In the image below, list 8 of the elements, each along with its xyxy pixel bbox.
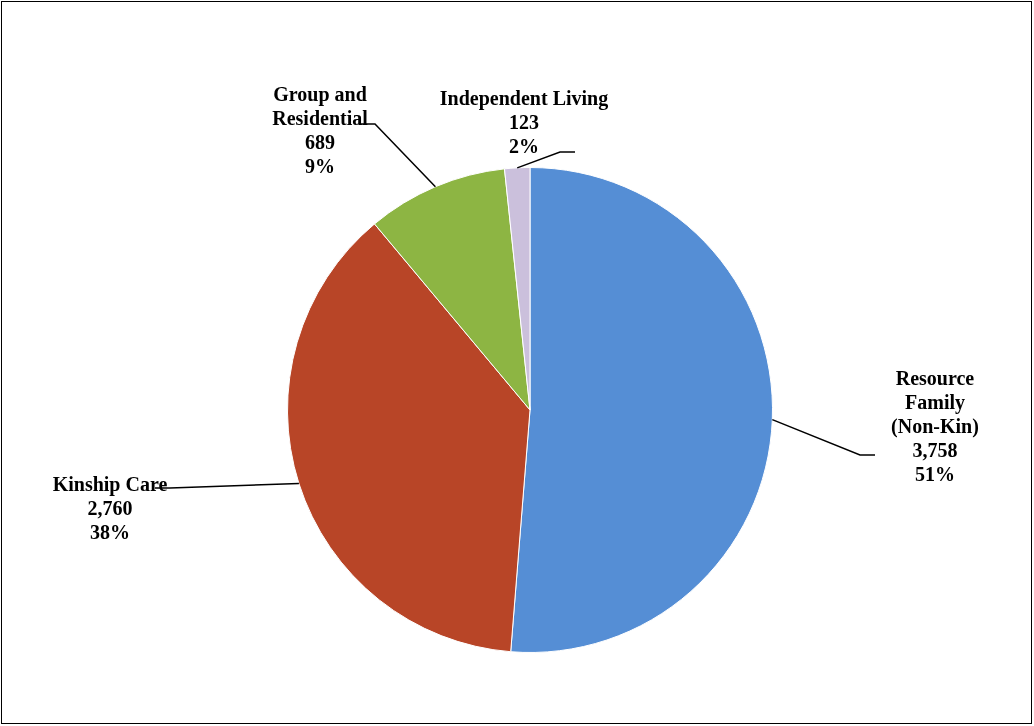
data-label: 123 2% (509, 111, 539, 158)
slice-label: Resource Family (Non-Kin) (891, 367, 979, 439)
data-label: 2,760 38% (87, 497, 133, 544)
slice-label: Kinship Care (52, 473, 168, 497)
slice-label: Group and Residential (272, 83, 369, 130)
data-label: 3,758 51% (912, 439, 958, 486)
slice-label: Independent Living (439, 87, 609, 111)
data-label: 689 9% (305, 131, 335, 178)
